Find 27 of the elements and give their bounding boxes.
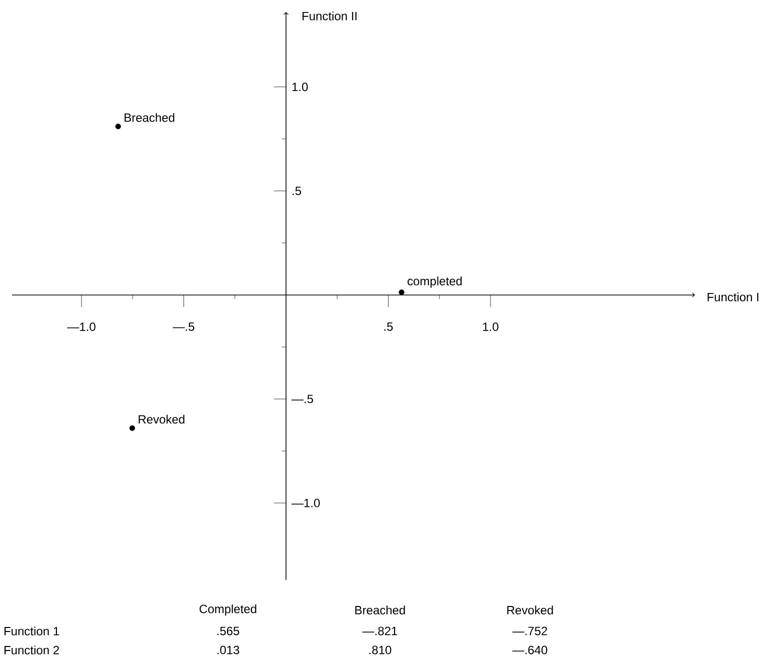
x-axis-title: Function I <box>708 292 758 302</box>
y-tick-label: —1.0 <box>292 498 320 508</box>
text: —.752 <box>512 626 548 636</box>
text: Revoked <box>507 606 553 614</box>
x-tick-label: .5 <box>384 322 393 331</box>
point <box>129 425 136 431</box>
text: —.821 <box>362 626 398 636</box>
annotation: Breached <box>124 113 174 122</box>
y-tick-label: 1.0 <box>292 82 308 92</box>
text: Function 1 <box>4 626 59 636</box>
text: Breached <box>355 606 405 614</box>
x-tick-label: —.5 <box>172 322 194 331</box>
point <box>115 124 121 130</box>
text: .565 <box>217 626 240 636</box>
annotation: completed <box>408 276 462 288</box>
text: —.640 <box>512 646 548 654</box>
y-axis-title: Function II <box>302 12 357 20</box>
point <box>398 289 404 296</box>
text: .810 <box>369 646 392 654</box>
text: .013 <box>217 646 240 654</box>
y-tick-label: —.5 <box>292 394 314 404</box>
text: Function 2 <box>4 646 59 654</box>
x-tick-label: —1.0 <box>67 322 96 331</box>
text: Completed <box>200 604 256 616</box>
x-tick-label: 1.0 <box>483 322 498 331</box>
y-tick-label: .5 <box>292 186 302 196</box>
annotation: Revoked <box>138 414 184 424</box>
